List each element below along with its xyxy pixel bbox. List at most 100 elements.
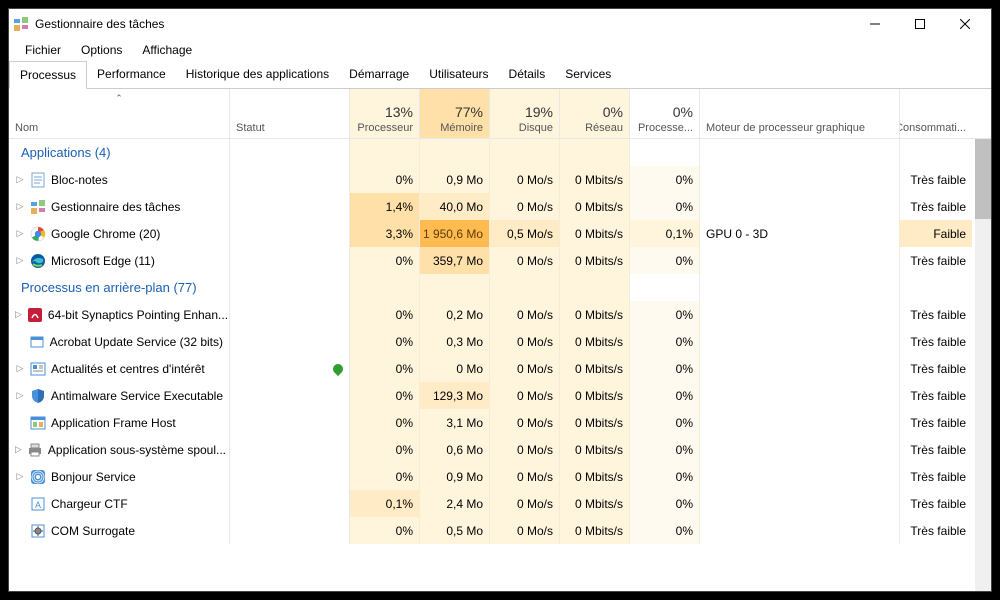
tabs: ProcessusPerformanceHistorique des appli… — [9, 61, 991, 89]
process-row[interactable]: ▷Application sous-système spoul...0%0,6 … — [9, 436, 991, 463]
mem-label: Mémoire — [440, 122, 483, 134]
process-row[interactable]: AChargeur CTF0,1%2,4 Mo0 Mo/s0 Mbits/s0%… — [9, 490, 991, 517]
expand-toggle[interactable]: ▷ — [15, 255, 25, 266]
disk-cell: 0 Mo/s — [490, 517, 560, 544]
tab-utilisateurs[interactable]: Utilisateurs — [419, 61, 498, 88]
col-gpu-header[interactable]: 0%Processe... — [630, 89, 700, 138]
menu-options[interactable]: Options — [71, 41, 132, 59]
power-cell: Très faible — [900, 490, 972, 517]
net-cell: 0 Mbits/s — [560, 490, 630, 517]
process-row[interactable]: ▷Antimalware Service Executable0%129,3 M… — [9, 382, 991, 409]
cpu-cell: 0% — [350, 301, 420, 328]
gpueng-cell — [700, 409, 900, 436]
col-gpueng-header[interactable]: Moteur de processeur graphique — [700, 89, 900, 138]
close-button[interactable] — [942, 9, 987, 39]
process-row[interactable]: ▷Gestionnaire des tâches1,4%40,0 Mo0 Mo/… — [9, 193, 991, 220]
net-label: Réseau — [585, 122, 623, 134]
process-row[interactable]: ▷64-bit Synaptics Pointing Enhan...0%0,2… — [9, 301, 991, 328]
tab-services[interactable]: Services — [555, 61, 621, 88]
power-cell: Très faible — [900, 517, 972, 544]
process-icon — [30, 469, 46, 485]
window: Gestionnaire des tâches Fichier Options … — [8, 8, 992, 592]
sort-indicator-icon: ⌃ — [115, 93, 123, 104]
expand-toggle[interactable]: ▷ — [15, 309, 22, 320]
minimize-button[interactable] — [852, 9, 897, 39]
process-name: Antimalware Service Executable — [51, 389, 223, 403]
expand-toggle[interactable]: ▷ — [15, 363, 25, 374]
col-name-header[interactable]: ⌃ Nom — [9, 89, 230, 138]
process-icon — [30, 199, 46, 215]
gpueng-cell — [700, 463, 900, 490]
maximize-button[interactable] — [897, 9, 942, 39]
process-name: Application sous-système spoul... — [48, 443, 226, 457]
mem-cell: 0,5 Mo — [420, 517, 490, 544]
process-row[interactable]: ▷Google Chrome (20)3,3%1 950,6 Mo0,5 Mo/… — [9, 220, 991, 247]
cpu-cell: 0% — [350, 166, 420, 193]
leaf-icon — [331, 361, 345, 375]
menu-view[interactable]: Affichage — [132, 41, 202, 59]
vertical-scrollbar[interactable] — [975, 139, 991, 591]
power-cell: Très faible — [900, 301, 972, 328]
expand-toggle[interactable]: ▷ — [15, 471, 25, 482]
expand-toggle[interactable]: ▷ — [15, 228, 25, 239]
gpueng-cell — [700, 517, 900, 544]
mem-cell: 0,9 Mo — [420, 463, 490, 490]
disk-cell: 0 Mo/s — [490, 166, 560, 193]
cpu-cell: 3,3% — [350, 220, 420, 247]
net-cell: 0 Mbits/s — [560, 301, 630, 328]
gpueng-cell — [700, 193, 900, 220]
disk-cell: 0 Mo/s — [490, 247, 560, 274]
process-name: Google Chrome (20) — [51, 227, 160, 241]
process-row[interactable]: Acrobat Update Service (32 bits)0%0,3 Mo… — [9, 328, 991, 355]
process-row[interactable]: ▷Microsoft Edge (11)0%359,7 Mo0 Mo/s0 Mb… — [9, 247, 991, 274]
disk-cell: 0 Mo/s — [490, 355, 560, 382]
power-label: Consommati... — [900, 122, 966, 134]
gpu-cell: 0% — [630, 166, 700, 193]
process-icon — [30, 172, 46, 188]
tab-performance[interactable]: Performance — [87, 61, 176, 88]
tab-détails[interactable]: Détails — [499, 61, 556, 88]
col-net-header[interactable]: 0%Réseau — [560, 89, 630, 138]
process-row[interactable]: COM Surrogate0%0,5 Mo0 Mo/s0 Mbits/s0%Tr… — [9, 517, 991, 544]
process-icon — [27, 442, 43, 458]
col-disk-header[interactable]: 19%Disque — [490, 89, 560, 138]
col-status-header[interactable]: Statut — [230, 89, 350, 138]
group-bg[interactable]: Processus en arrière-plan (77) — [9, 274, 991, 301]
titlebar[interactable]: Gestionnaire des tâches — [9, 9, 991, 39]
disk-cell: 0 Mo/s — [490, 328, 560, 355]
tab-historique-des-applications[interactable]: Historique des applications — [176, 61, 339, 88]
process-row[interactable]: ▷Actualités et centres d'intérêt0%0 Mo0 … — [9, 355, 991, 382]
gpueng-label: Moteur de processeur graphique — [706, 122, 893, 134]
process-row[interactable]: ▷Bonjour Service0%0,9 Mo0 Mo/s0 Mbits/s0… — [9, 463, 991, 490]
menu-file[interactable]: Fichier — [15, 41, 71, 59]
mem-cell: 0,3 Mo — [420, 328, 490, 355]
power-cell: Très faible — [900, 382, 972, 409]
table-body[interactable]: Applications (4)▷Bloc-notes0%0,9 Mo0 Mo/… — [9, 139, 991, 591]
net-cell: 0 Mbits/s — [560, 247, 630, 274]
disk-cell: 0 Mo/s — [490, 382, 560, 409]
col-mem-header[interactable]: 77%Mémoire — [420, 89, 490, 138]
power-cell: Très faible — [900, 409, 972, 436]
tab-processus[interactable]: Processus — [9, 61, 87, 89]
net-cell: 0 Mbits/s — [560, 193, 630, 220]
mem-cell: 129,3 Mo — [420, 382, 490, 409]
group-label: Applications (4) — [15, 139, 117, 166]
expand-toggle[interactable]: ▷ — [15, 201, 25, 212]
col-power-header[interactable]: Consommati... — [900, 89, 972, 138]
process-icon: A — [30, 496, 46, 512]
gpueng-cell — [700, 436, 900, 463]
expand-toggle[interactable]: ▷ — [15, 444, 22, 455]
scroll-thumb[interactable] — [975, 139, 991, 219]
group-apps[interactable]: Applications (4) — [9, 139, 991, 166]
net-cell: 0 Mbits/s — [560, 328, 630, 355]
process-row[interactable]: ▷Bloc-notes0%0,9 Mo0 Mo/s0 Mbits/s0%Très… — [9, 166, 991, 193]
expand-toggle[interactable]: ▷ — [15, 174, 25, 185]
col-cpu-header[interactable]: 13%Processeur — [350, 89, 420, 138]
tab-démarrage[interactable]: Démarrage — [339, 61, 419, 88]
mem-cell: 359,7 Mo — [420, 247, 490, 274]
process-row[interactable]: Application Frame Host0%3,1 Mo0 Mo/s0 Mb… — [9, 409, 991, 436]
process-icon — [30, 361, 46, 377]
expand-toggle[interactable]: ▷ — [15, 390, 25, 401]
power-cell: Très faible — [900, 166, 972, 193]
gpueng-cell — [700, 247, 900, 274]
